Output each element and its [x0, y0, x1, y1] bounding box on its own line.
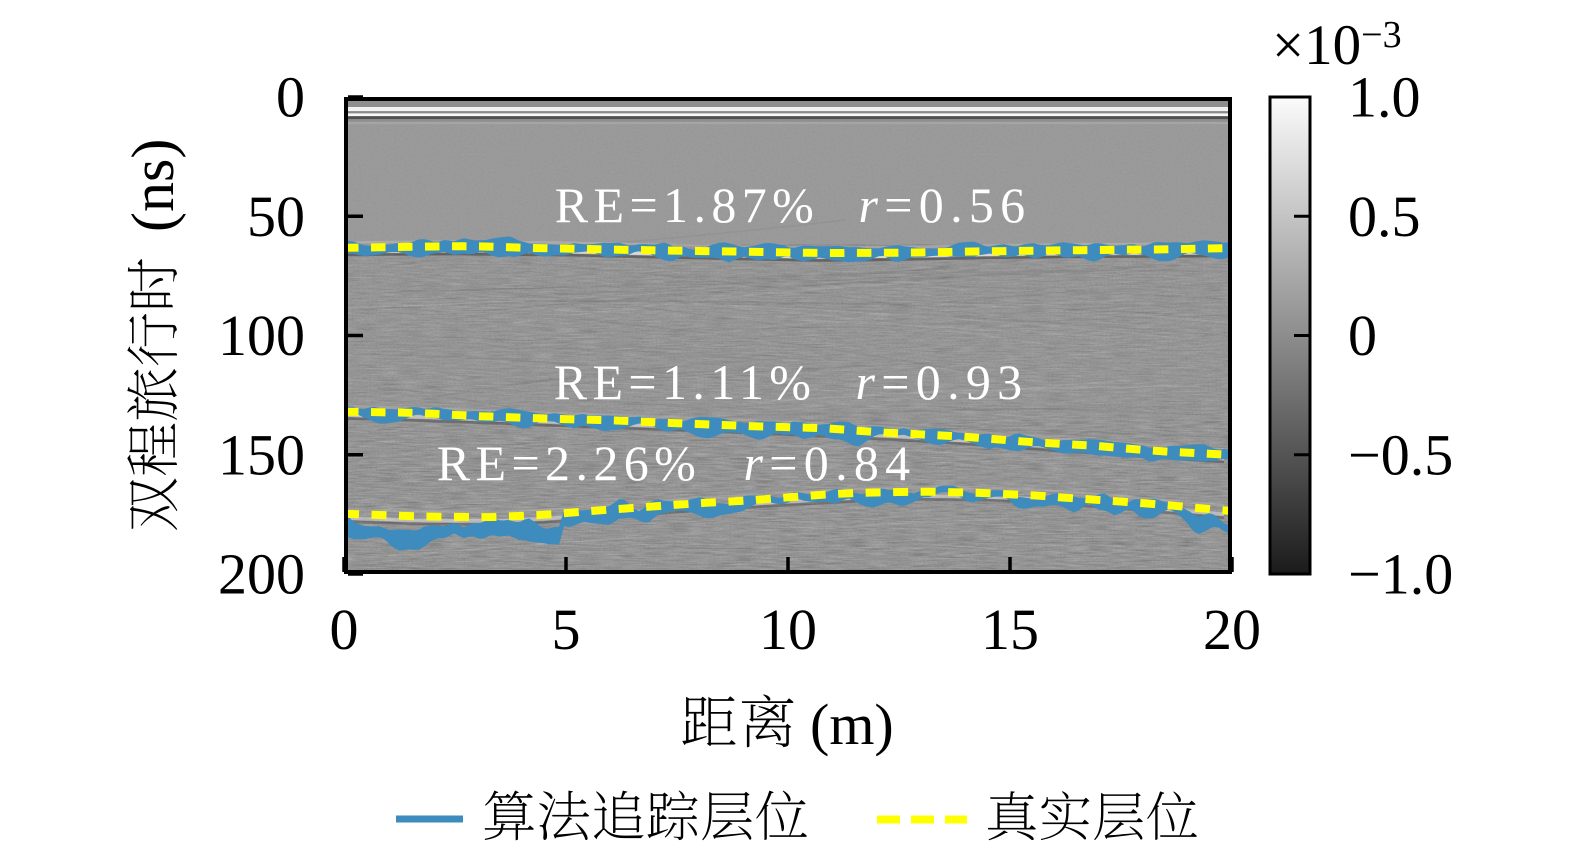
svg-text:−0.5: −0.5: [1348, 422, 1453, 487]
svg-text:r=0.56: r=0.56: [859, 177, 1032, 233]
svg-text:(m): (m): [810, 692, 894, 757]
svg-text:0: 0: [276, 65, 305, 130]
svg-text:100: 100: [218, 303, 305, 368]
svg-text:5: 5: [552, 597, 581, 662]
svg-text:0: 0: [1348, 303, 1377, 368]
svg-text:150: 150: [218, 422, 305, 487]
svg-text:50: 50: [247, 184, 305, 249]
svg-text:RE=2.26%: RE=2.26%: [437, 435, 701, 491]
svg-text:0.5: 0.5: [1348, 184, 1421, 249]
svg-text:RE=1.11%: RE=1.11%: [554, 354, 817, 410]
svg-text:200: 200: [218, 542, 305, 607]
svg-text:0: 0: [330, 597, 359, 662]
svg-text:×10−3: ×10−3: [1272, 14, 1402, 77]
svg-text:r=0.84: r=0.84: [744, 435, 917, 491]
svg-text:10: 10: [759, 597, 817, 662]
svg-text:1.0: 1.0: [1348, 65, 1421, 130]
svg-text:r=0.93: r=0.93: [856, 354, 1029, 410]
svg-text:−1.0: −1.0: [1348, 542, 1453, 607]
svg-text:(ns): (ns): [120, 139, 186, 232]
svg-text:RE=1.87%: RE=1.87%: [555, 177, 819, 233]
svg-text:15: 15: [981, 597, 1039, 662]
svg-text:20: 20: [1203, 597, 1261, 662]
